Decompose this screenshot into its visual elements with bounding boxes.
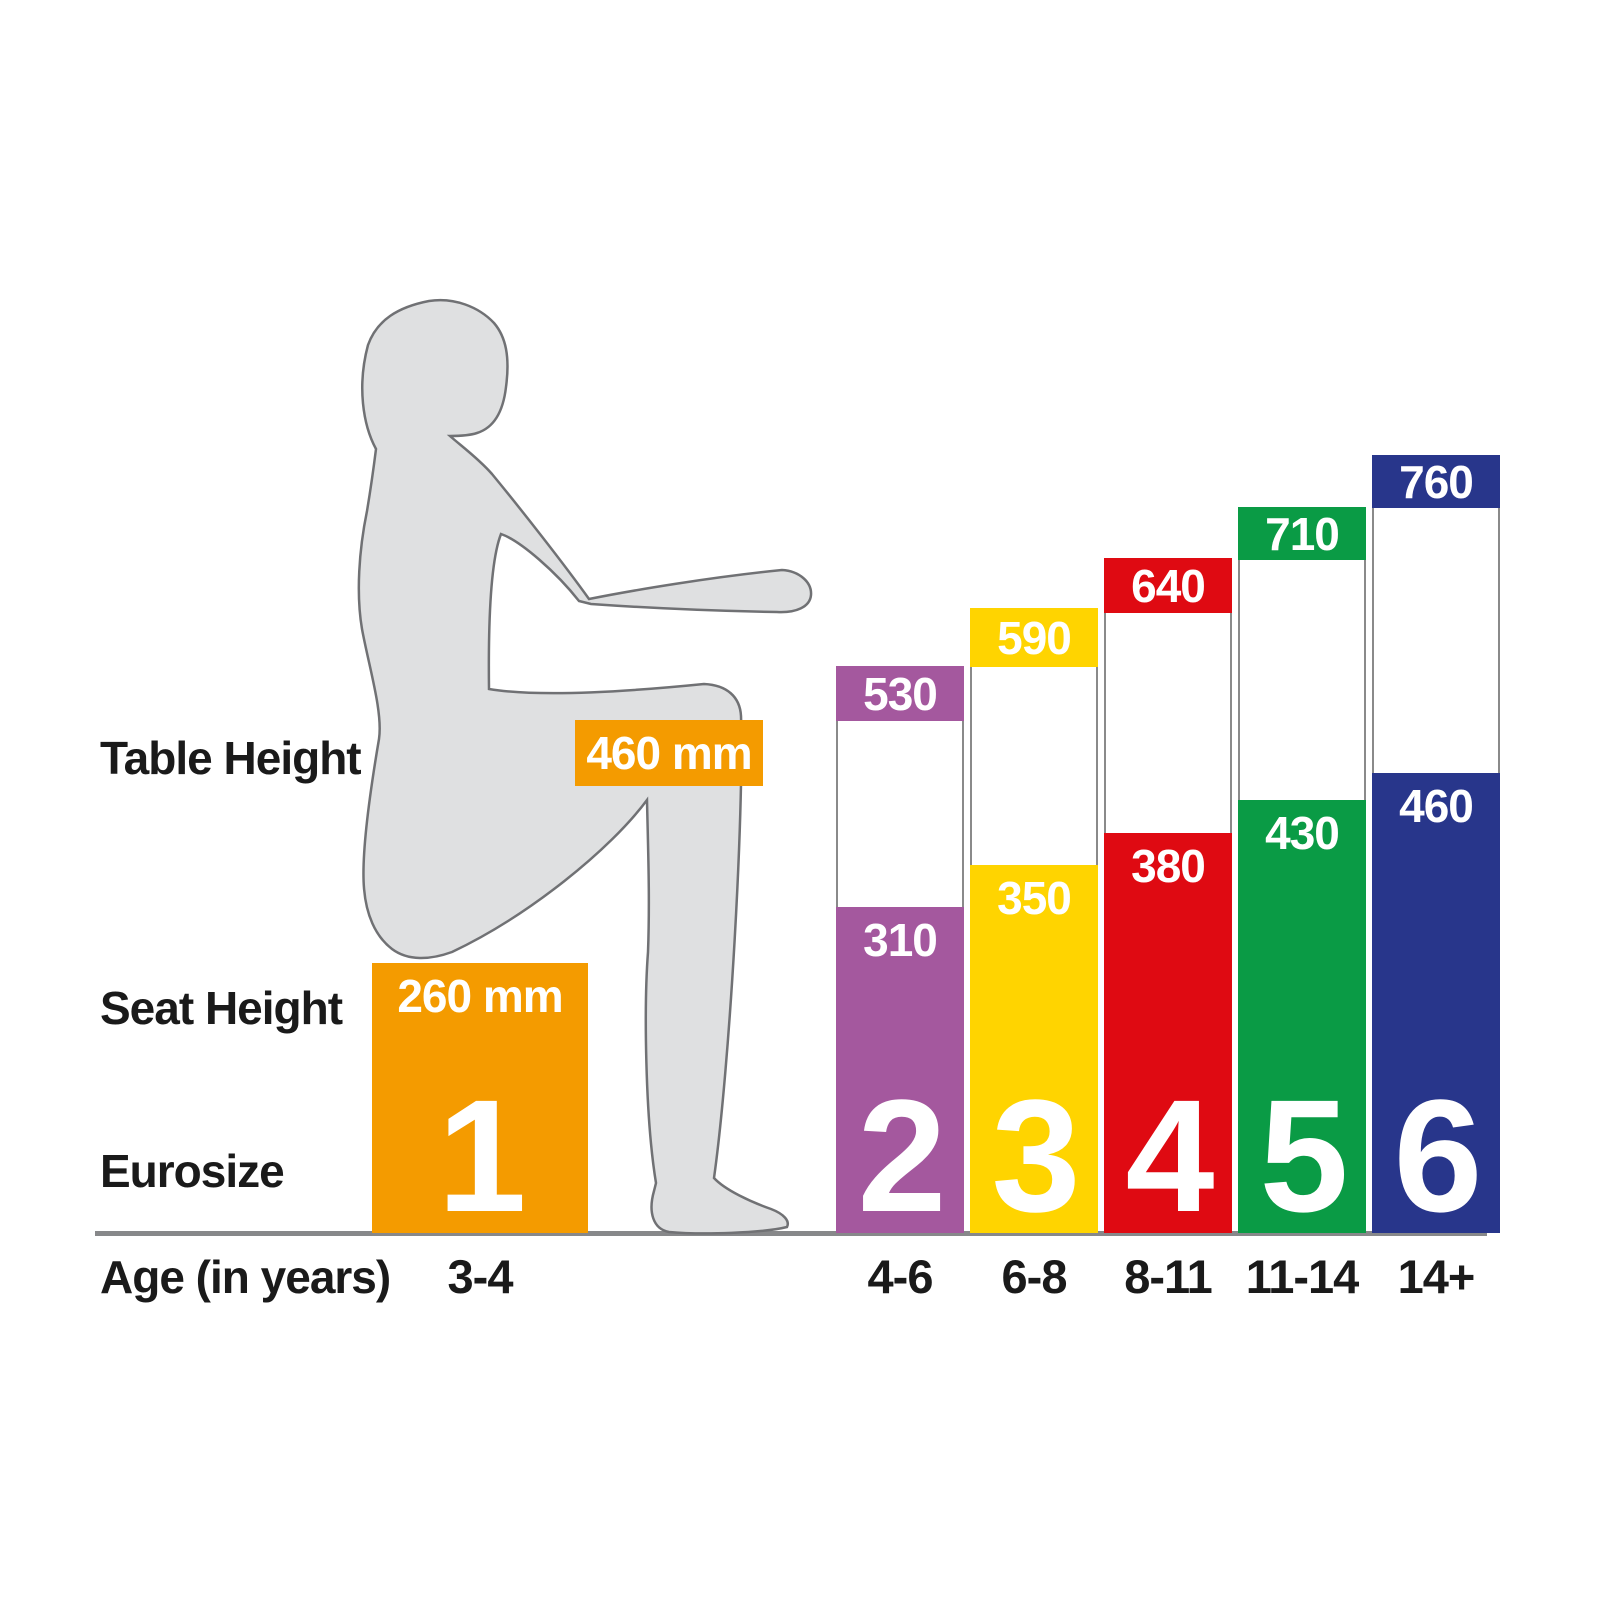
seat-section-size4: 380 4 — [1104, 833, 1232, 1245]
seat-height-label: Seat Height — [100, 982, 343, 1034]
seat-section-size2: 310 2 — [836, 907, 964, 1245]
eurosize-number-5: 5 — [1259, 1066, 1349, 1245]
table-height-band-size5: 710 — [1238, 507, 1366, 560]
age-value-size6: 14+ — [1397, 1250, 1476, 1303]
table-height-band-size4: 640 — [1104, 558, 1232, 613]
eurosize-number-3: 3 — [991, 1066, 1081, 1245]
table-height-block-size1: 460 mm — [575, 720, 763, 786]
table-height-band-size2: 530 — [836, 666, 964, 721]
age-value-size5: 11-14 — [1245, 1250, 1360, 1303]
baseline-axis — [95, 1231, 1487, 1236]
table-height-band-size3: 590 — [970, 608, 1098, 667]
age-value-size2: 4-6 — [867, 1250, 934, 1303]
age-axis-label: Age (in years) — [100, 1251, 391, 1303]
seat-height-value-size5: 430 — [1265, 807, 1340, 859]
column-gap-size6 — [1372, 508, 1500, 773]
eurosize-label: Eurosize — [100, 1145, 285, 1197]
column-gap-size5 — [1238, 560, 1366, 800]
seat-height-value-size4: 380 — [1131, 840, 1206, 892]
column-gap-size3 — [970, 667, 1098, 865]
eurosize-number-1: 1 — [437, 1066, 527, 1245]
age-value-size1: 3-4 — [447, 1250, 514, 1303]
age-value-size3: 6-8 — [1001, 1250, 1068, 1303]
eurosize-number-6: 6 — [1393, 1066, 1483, 1245]
eurosize-number-2: 2 — [857, 1066, 947, 1245]
seat-block-size1: 260 mm 1 — [372, 963, 588, 1245]
seat-height-value-size2: 310 — [863, 914, 938, 966]
table-height-band-size6: 760 — [1372, 455, 1500, 508]
seat-height-value-size6: 460 — [1399, 780, 1474, 832]
age-value-size4: 8-11 — [1124, 1250, 1212, 1303]
seat-height-value-size3: 350 — [997, 872, 1072, 924]
seat-section-size5: 430 5 — [1238, 800, 1366, 1245]
table-height-label: Table Height — [100, 732, 362, 784]
seat-section-size3: 350 3 — [970, 865, 1098, 1245]
column-gap-size4 — [1104, 613, 1232, 833]
seat-height-value-size1: 260 mm — [397, 970, 563, 1022]
column-gap-size2 — [836, 721, 964, 907]
seat-section-size6: 460 6 — [1372, 773, 1500, 1245]
eurosize-number-4: 4 — [1125, 1066, 1215, 1245]
